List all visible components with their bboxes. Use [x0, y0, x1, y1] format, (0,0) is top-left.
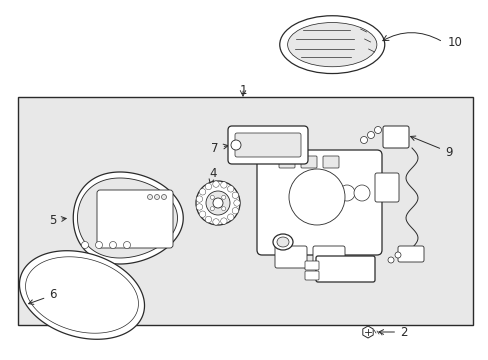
Circle shape: [311, 192, 321, 202]
FancyBboxPatch shape: [374, 173, 398, 202]
Ellipse shape: [272, 234, 292, 250]
FancyBboxPatch shape: [315, 256, 374, 282]
Circle shape: [220, 218, 226, 224]
Circle shape: [233, 200, 240, 206]
FancyBboxPatch shape: [312, 246, 345, 268]
Circle shape: [199, 211, 205, 217]
Text: 9: 9: [410, 136, 451, 158]
Ellipse shape: [276, 237, 288, 247]
Circle shape: [353, 185, 369, 201]
Bar: [18, 97, 472, 325]
Text: 3: 3: [293, 256, 309, 269]
Circle shape: [213, 198, 223, 208]
Circle shape: [387, 257, 393, 263]
Circle shape: [212, 219, 219, 225]
FancyBboxPatch shape: [301, 156, 316, 168]
Circle shape: [205, 191, 229, 215]
Circle shape: [81, 242, 88, 248]
Circle shape: [221, 207, 225, 211]
FancyBboxPatch shape: [97, 190, 173, 248]
Ellipse shape: [279, 16, 384, 73]
Circle shape: [227, 214, 233, 220]
Circle shape: [109, 242, 116, 248]
Circle shape: [230, 140, 241, 150]
FancyBboxPatch shape: [323, 156, 338, 168]
FancyBboxPatch shape: [397, 246, 423, 262]
Circle shape: [199, 189, 205, 195]
Polygon shape: [73, 172, 183, 264]
Polygon shape: [77, 178, 177, 258]
Circle shape: [205, 183, 211, 190]
FancyBboxPatch shape: [305, 271, 318, 280]
Circle shape: [227, 186, 233, 192]
Circle shape: [196, 196, 202, 202]
Circle shape: [123, 242, 130, 248]
Circle shape: [221, 195, 225, 199]
Circle shape: [154, 194, 159, 199]
Circle shape: [338, 185, 354, 201]
Circle shape: [232, 192, 238, 198]
Text: 5: 5: [49, 213, 66, 226]
Polygon shape: [20, 251, 144, 339]
Circle shape: [232, 207, 238, 214]
Circle shape: [95, 242, 102, 248]
Circle shape: [360, 136, 367, 144]
Circle shape: [210, 207, 214, 211]
Text: 8: 8: [274, 252, 281, 265]
Circle shape: [196, 204, 202, 210]
Text: 6: 6: [29, 288, 57, 304]
FancyBboxPatch shape: [235, 133, 301, 157]
Text: 10: 10: [447, 36, 462, 49]
FancyBboxPatch shape: [382, 126, 408, 148]
FancyBboxPatch shape: [274, 246, 306, 268]
Circle shape: [205, 216, 211, 222]
Circle shape: [288, 169, 345, 225]
Circle shape: [220, 182, 226, 188]
Text: 1: 1: [239, 84, 246, 96]
Circle shape: [367, 131, 374, 139]
FancyBboxPatch shape: [257, 150, 381, 255]
Circle shape: [161, 194, 166, 199]
Circle shape: [374, 126, 381, 134]
Ellipse shape: [287, 23, 376, 67]
Circle shape: [305, 185, 328, 209]
Circle shape: [296, 177, 336, 217]
FancyBboxPatch shape: [279, 156, 294, 168]
Circle shape: [394, 252, 400, 258]
FancyBboxPatch shape: [227, 126, 307, 164]
Circle shape: [212, 181, 219, 187]
Circle shape: [147, 194, 152, 199]
Polygon shape: [25, 257, 138, 333]
Circle shape: [210, 195, 214, 199]
Circle shape: [196, 181, 240, 225]
Text: 7: 7: [211, 141, 228, 154]
FancyBboxPatch shape: [305, 261, 318, 270]
Text: 2: 2: [378, 325, 407, 338]
Text: 4: 4: [209, 166, 216, 185]
